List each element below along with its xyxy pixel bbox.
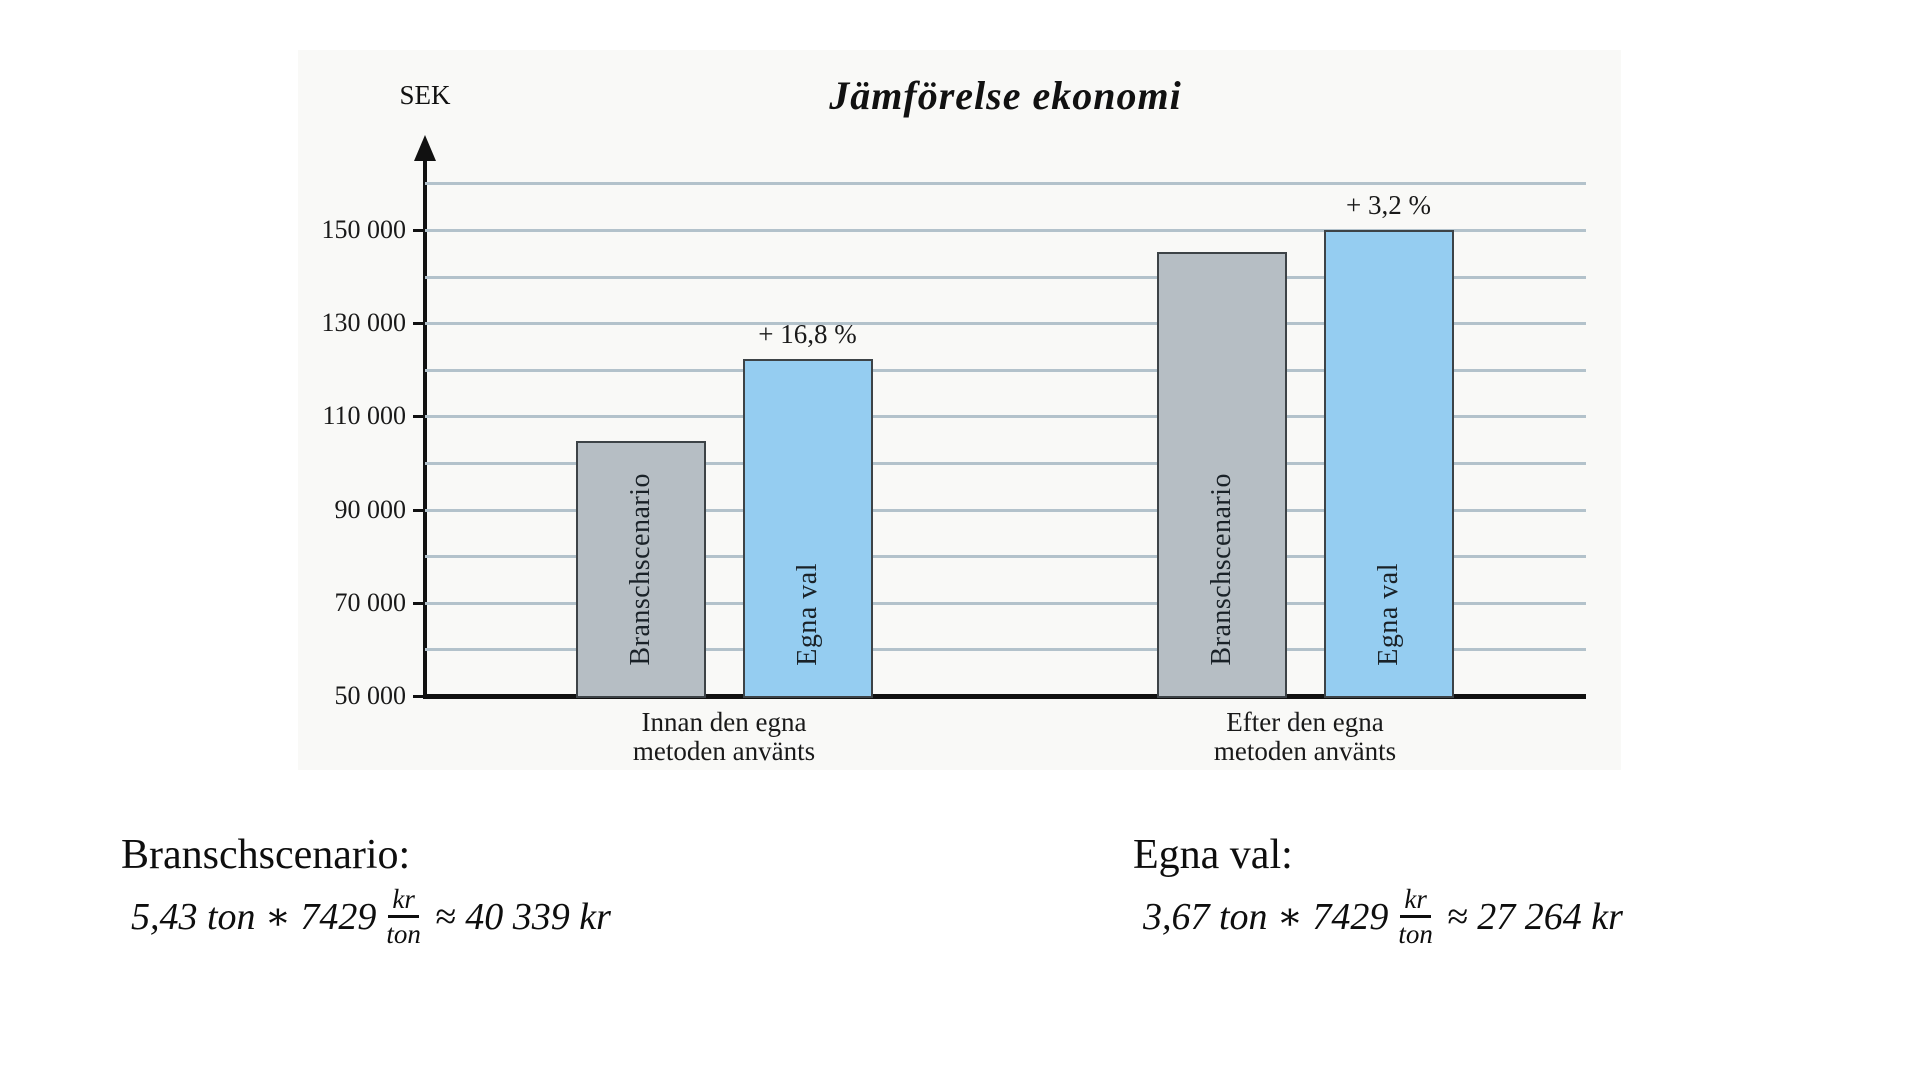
formula-expression-branschscenario: 5,43 ton ∗ 7429 kr ton ≈ 40 339 kr	[131, 884, 611, 949]
bar-percent-annotation: + 16,8 %	[758, 319, 857, 350]
y-axis-tick-label: 90 000	[334, 494, 407, 524]
y-axis-tick-label: 130 000	[321, 308, 407, 338]
bar-label: Branschscenario	[624, 473, 656, 666]
x-axis-category-label-line: Innan den egna	[641, 707, 807, 737]
gridline	[425, 322, 1586, 326]
gridline	[425, 648, 1586, 652]
y-axis-tick-label: 70 000	[334, 587, 407, 617]
gridline	[425, 555, 1586, 559]
formula-pre: 5,43 ton ∗ 7429	[131, 896, 377, 938]
formula-post: ≈ 40 339 kr	[434, 895, 611, 938]
y-axis-tick	[413, 695, 425, 698]
x-axis-category-label: Innan den egna metoden använts	[554, 708, 894, 766]
formula-block-egna-val: Egna val: 3,67 ton ∗ 7429 kr ton ≈ 27 26…	[1133, 830, 1623, 949]
formula-heading-egna-val: Egna val:	[1133, 832, 1293, 878]
formula-post: ≈ 27 264 kr	[1446, 895, 1623, 938]
x-axis-category-label: Efter den egna metoden använts	[1135, 708, 1475, 766]
chart-title: Jämförelse ekonomi	[829, 73, 1182, 118]
fraction-numerator: kr	[1400, 884, 1431, 918]
y-axis-tick-label: 150 000	[321, 215, 407, 244]
fraction-kr-per-ton: kr ton	[386, 884, 421, 949]
gridline	[425, 508, 1586, 512]
x-axis-category-label-line: Efter den egna	[1226, 707, 1384, 737]
gridline	[425, 229, 1586, 232]
chart-panel: Jämförelse ekonomi SEK 150 000 130 000 110…	[298, 50, 1621, 770]
bar-branschscenario: Branschscenario	[1156, 251, 1287, 698]
fraction-kr-per-ton: kr ton	[1398, 884, 1433, 949]
y-axis-unit-label: SEK	[399, 80, 451, 110]
bar-label: Egna val	[791, 563, 823, 666]
x-axis-category-label-line: metoden använts	[632, 736, 816, 766]
x-axis-line	[423, 694, 1586, 699]
formula-heading-branschscenario: Branschscenario:	[121, 832, 411, 878]
fraction-denominator: ton	[386, 919, 421, 949]
y-axis-tick	[413, 508, 425, 512]
bar-egna-val: Egna val	[1323, 230, 1454, 698]
fraction-numerator: kr	[388, 884, 419, 918]
bar-label: Egna val	[1372, 563, 1404, 666]
y-axis-tick	[413, 322, 425, 326]
gridline	[425, 182, 1586, 186]
x-axis-category-label-line: metoden använts	[1213, 736, 1397, 766]
gridline	[425, 275, 1586, 279]
formula-expression-egna-val: 3,67 ton ∗ 7429 kr ton ≈ 27 264 kr	[1143, 884, 1623, 949]
y-axis-tick	[413, 229, 425, 232]
y-axis-arrow-icon	[414, 135, 436, 161]
bar-percent-annotation: + 3,2 %	[1346, 190, 1431, 220]
y-axis-line	[423, 158, 427, 696]
fraction-denominator: ton	[1398, 919, 1433, 949]
formula-pre: 3,67 ton ∗ 7429	[1143, 896, 1389, 938]
y-axis-tick-label: 110 000	[322, 401, 406, 431]
y-axis-tick-label: 50 000	[334, 681, 407, 710]
y-axis-tick	[413, 415, 425, 419]
gridline	[425, 462, 1586, 465]
gridline	[425, 601, 1586, 605]
gridline	[425, 368, 1586, 372]
bar-branschscenario: Branschscenario	[575, 441, 706, 698]
y-axis-tick	[413, 601, 425, 605]
bar-egna-val: Egna val	[742, 359, 873, 698]
formula-block-branschscenario: Branschscenario: 5,43 ton ∗ 7429 kr ton …	[121, 830, 611, 949]
gridline	[425, 415, 1586, 419]
bar-label: Branschscenario	[1205, 473, 1237, 666]
